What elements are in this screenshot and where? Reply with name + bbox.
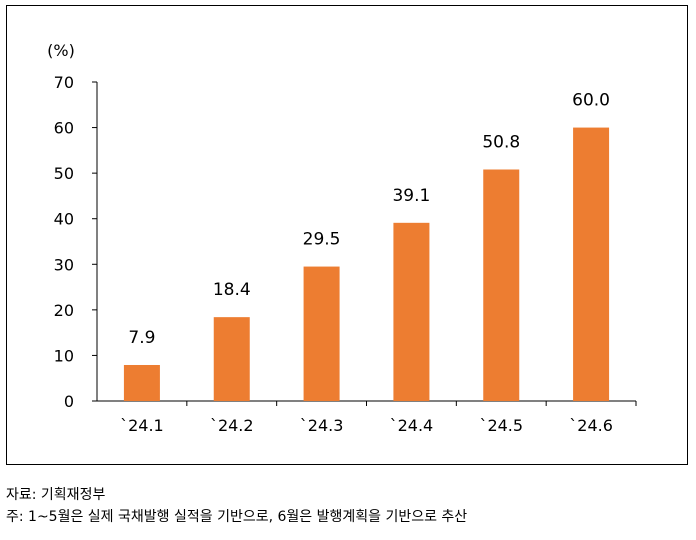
y-tick-label: 20 (54, 301, 74, 320)
bar-chart: (%) 0 10 20 30 40 50 60 70 7.9 `24.1 18.4 `24.2 29.5 `… (47, 41, 637, 435)
x-tick-label: `24.6 (569, 416, 613, 435)
bar (393, 222, 430, 401)
x-tick-label: `24.1 (120, 416, 164, 435)
y-tick-label: 60 (54, 119, 74, 138)
footnote: 주: 1~5월은 실제 국채발행 실적을 기반으로, 6월은 발행계획을 기반으… (6, 509, 468, 525)
y-tick-label: 50 (54, 164, 74, 183)
footnotes: 자료: 기획재정부 주: 1~5월은 실제 국채발행 실적을 기반으로, 6월은… (6, 484, 467, 528)
source-note: 자료: 기획재정부 (6, 487, 106, 503)
data-label: 60.0 (572, 91, 610, 111)
data-label: 39.1 (392, 186, 430, 206)
y-tick-label: 10 (54, 346, 74, 365)
x-tick-label: `24.5 (479, 416, 523, 435)
x-tick-label: `24.3 (300, 416, 344, 435)
y-tick-label: 30 (54, 255, 74, 274)
data-label: 7.9 (128, 328, 155, 348)
bar (213, 317, 250, 401)
bar (483, 169, 520, 401)
x-tick-label: `24.2 (210, 416, 254, 435)
y-tick-label: 70 (54, 73, 74, 92)
x-tick-label: `24.4 (390, 416, 434, 435)
chart-frame (6, 5, 688, 465)
bar (123, 364, 160, 401)
y-tick-label: 0 (64, 392, 74, 411)
bar (573, 127, 610, 402)
bar (303, 266, 340, 401)
y-tick-label: 40 (54, 210, 74, 229)
y-unit-label: (%) (47, 41, 75, 60)
data-label: 18.4 (213, 280, 251, 300)
data-label: 29.5 (303, 230, 341, 250)
data-label: 50.8 (482, 132, 520, 152)
